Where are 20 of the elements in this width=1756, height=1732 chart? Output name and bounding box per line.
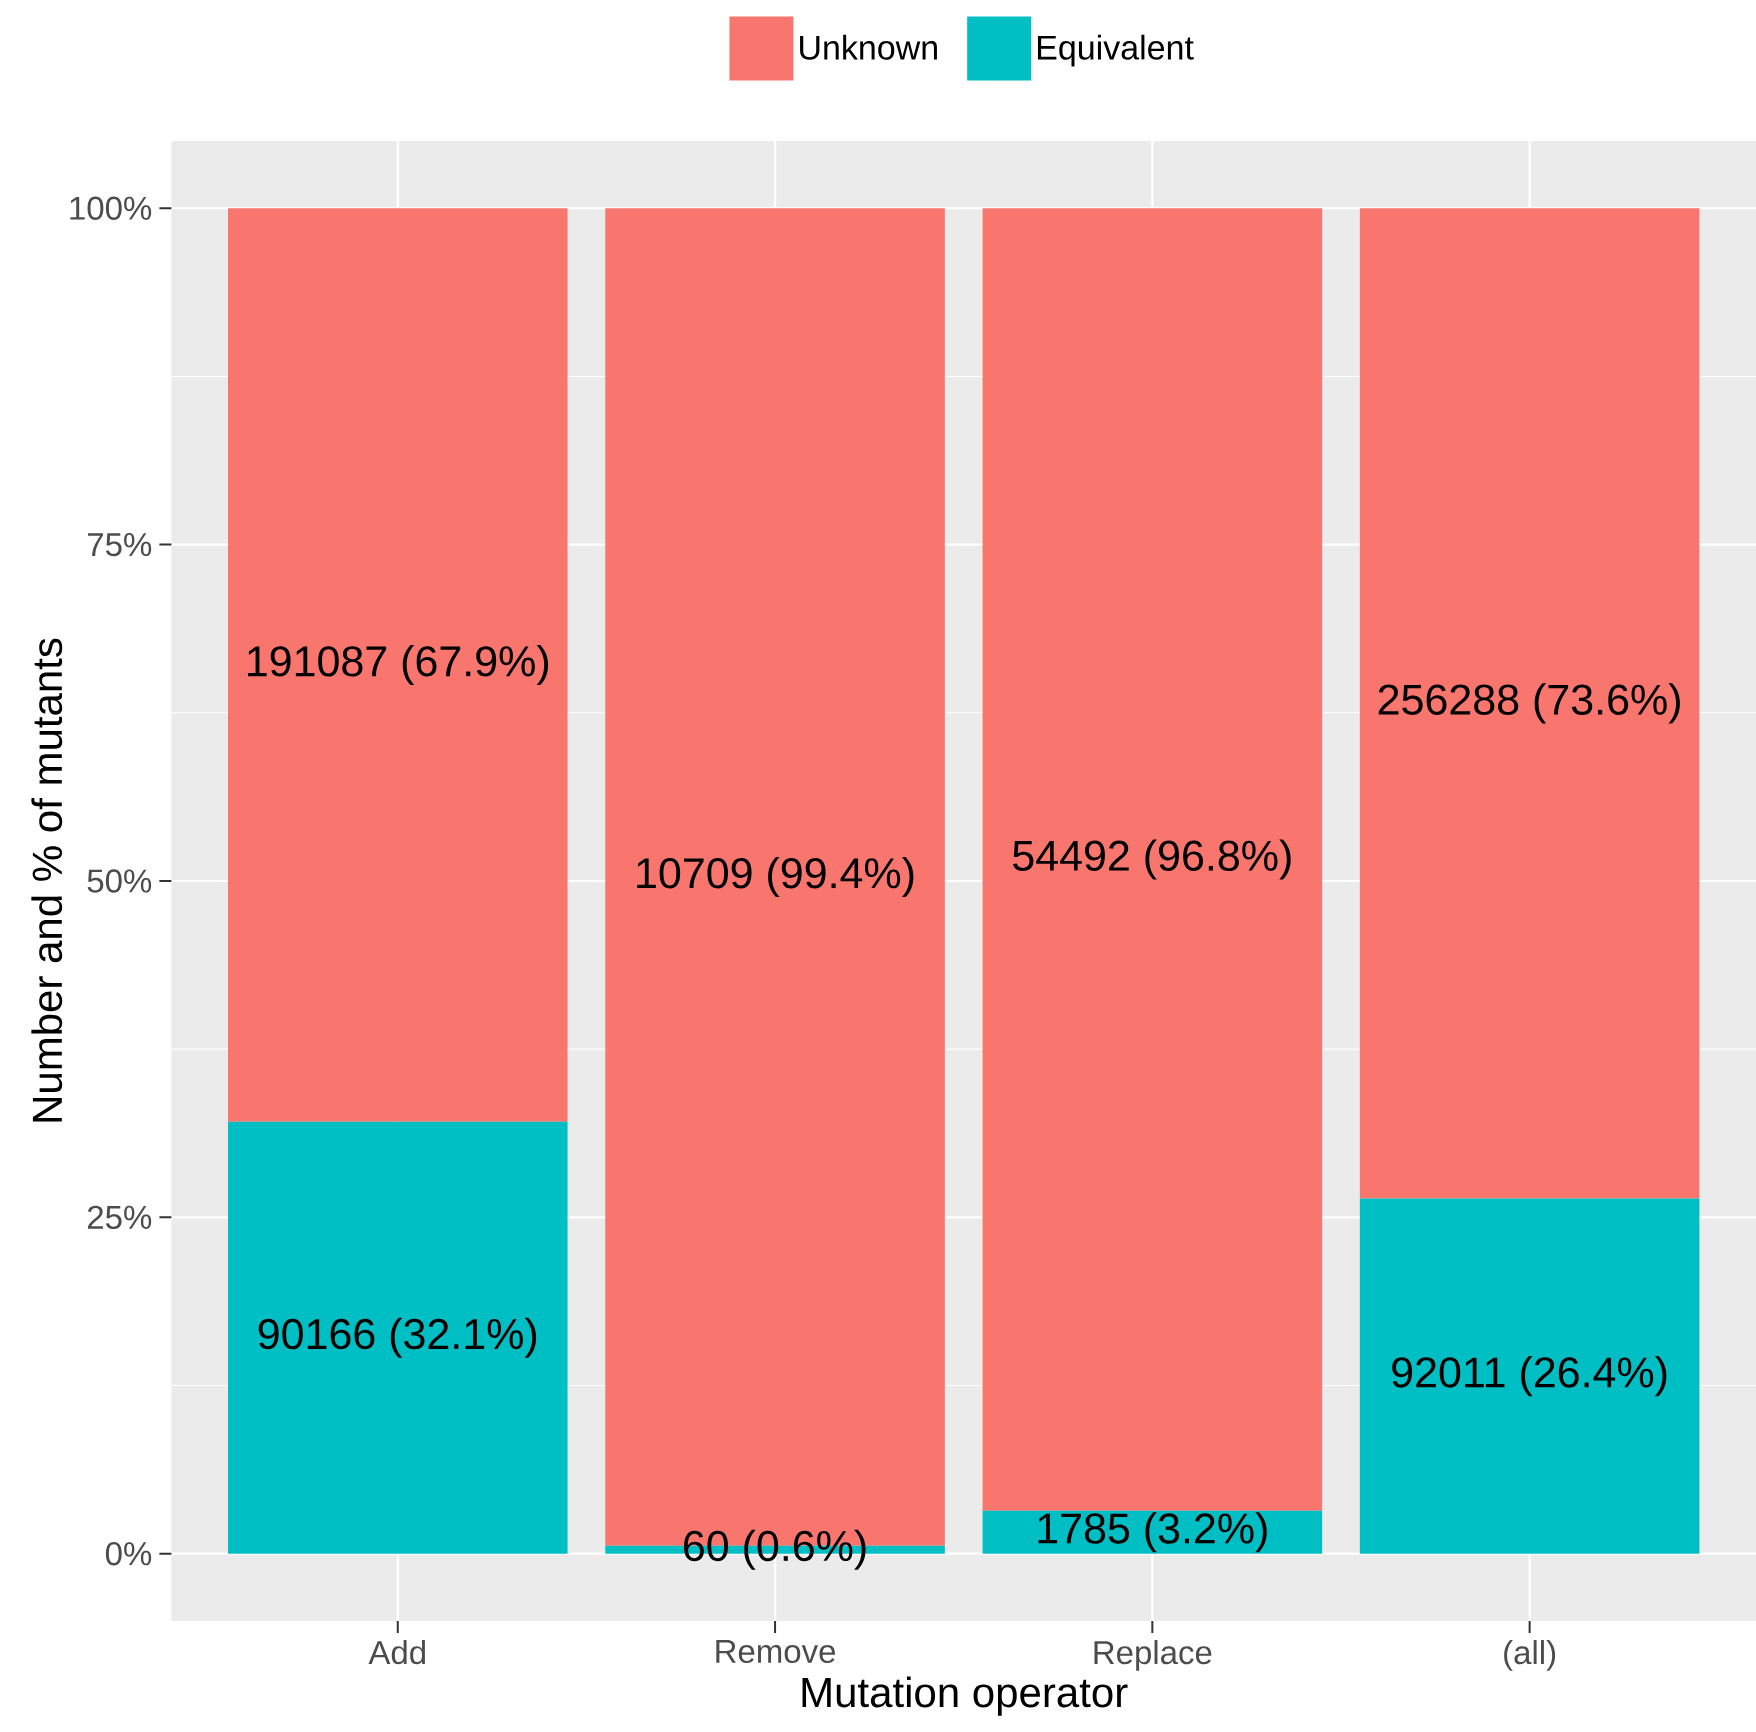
y-axis-title: Number and % of mutants: [31, 638, 63, 1122]
y-tick-label: 0%: [105, 1542, 152, 1566]
legend-label: Unknown: [800, 34, 937, 60]
y-tick-label: 25%: [87, 1205, 152, 1230]
x-tick-label: Add: [368, 1640, 425, 1665]
y-tick-label: 50%: [87, 869, 152, 893]
data-label: 191087 (67.9%): [248, 645, 549, 686]
data-label: 54492 (96.8%): [1013, 839, 1291, 880]
x-axis-title: Mutation operator: [802, 1676, 1128, 1716]
legend-label: Equivalent: [1037, 34, 1194, 67]
data-label: 256288 (73.6%): [1378, 683, 1680, 724]
y-tick-label: 75%: [87, 533, 152, 557]
x-tick-label: (all): [1504, 1640, 1556, 1671]
data-label: 90166 (32.1%): [258, 1317, 537, 1358]
x-tick-label: Remove: [716, 1640, 836, 1664]
data-label: 92011 (26.4%): [1392, 1356, 1667, 1397]
x-tick-label: Replace: [1094, 1640, 1212, 1671]
data-label: 10709 (99.4%): [637, 856, 914, 897]
data-label: 1785 (3.2%): [1038, 1512, 1267, 1553]
y-tick-label: 100%: [70, 196, 152, 220]
